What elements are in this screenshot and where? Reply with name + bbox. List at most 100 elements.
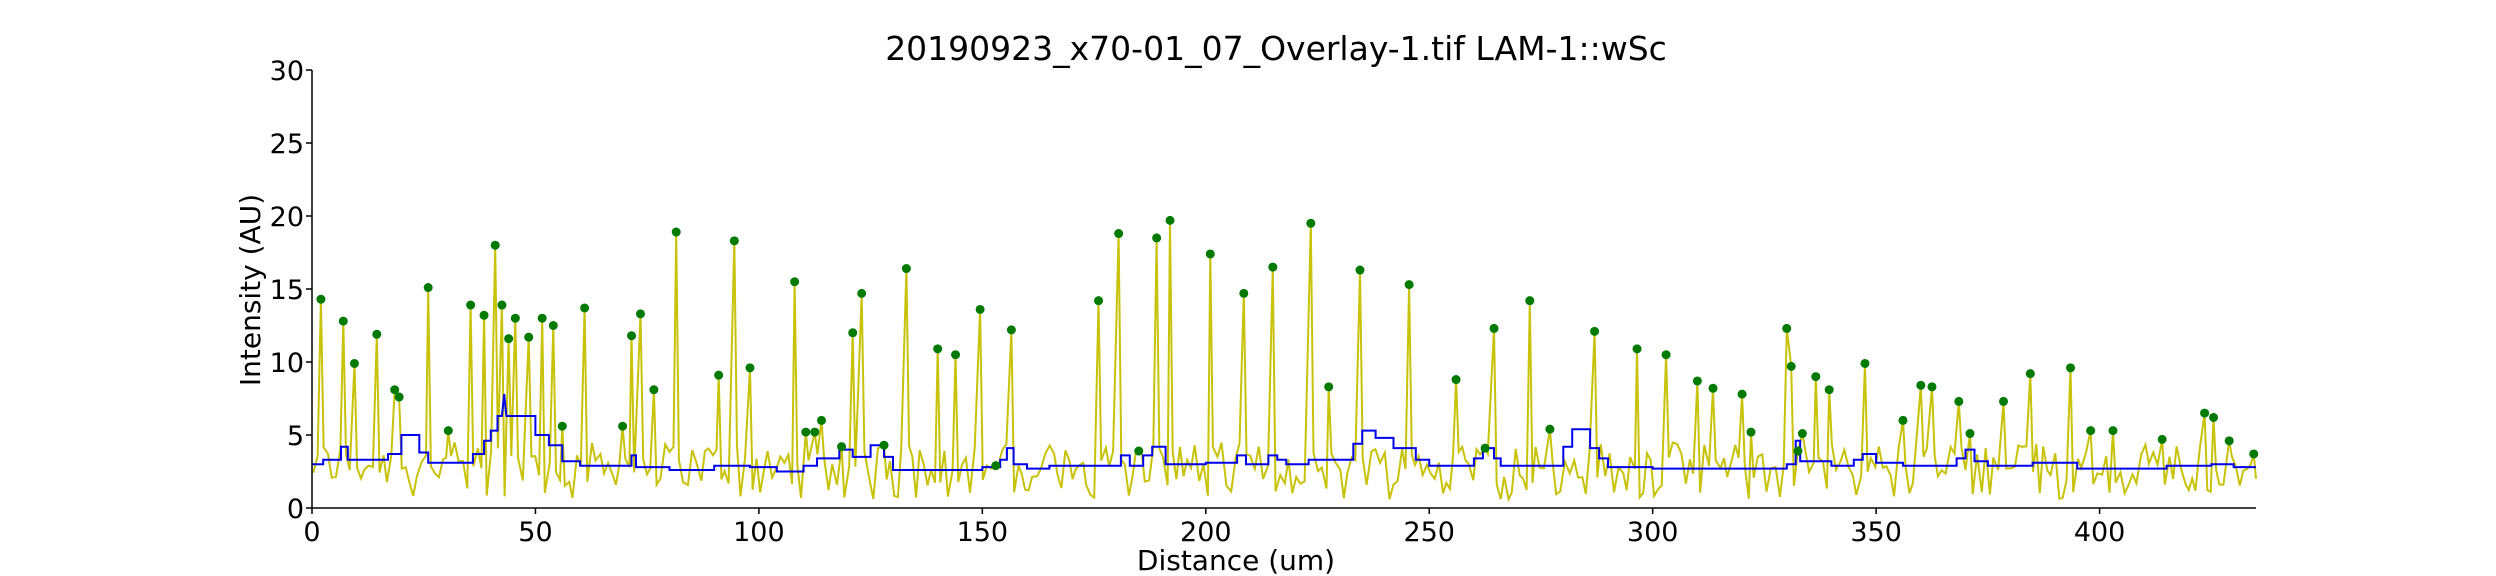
signal-line	[312, 220, 2257, 503]
peak-marker	[390, 385, 400, 395]
peak-marker	[1927, 382, 1937, 392]
peak-marker	[1824, 385, 1834, 395]
y-tick-label: 20	[270, 202, 304, 233]
peak-marker	[1489, 323, 1499, 333]
peak-marker	[1797, 429, 1807, 439]
peak-marker	[1545, 424, 1555, 434]
y-tick-label: 25	[270, 129, 304, 160]
peak-marker	[879, 440, 889, 450]
peak-marker	[933, 344, 943, 354]
x-tick-label: 100	[733, 517, 785, 548]
peak-marker	[810, 427, 820, 437]
peak-marker	[857, 288, 867, 298]
peak-marker	[1898, 415, 1908, 425]
peak-marker	[745, 363, 755, 373]
peak-marker	[2086, 426, 2096, 436]
peak-marker	[1306, 218, 1316, 228]
peak-marker	[714, 370, 724, 380]
peak-marker	[580, 303, 590, 313]
peak-marker	[2209, 412, 2219, 422]
peak-marker	[349, 358, 359, 368]
baseline-line	[312, 393, 2256, 473]
peak-marker	[2157, 434, 2167, 444]
peak-marker	[1094, 296, 1104, 306]
peak-marker	[1746, 427, 1756, 437]
peak-marker	[649, 385, 659, 395]
peak-marker	[537, 313, 547, 323]
peak-marker	[790, 277, 800, 287]
peak-marker	[635, 309, 645, 319]
peak-marker	[1152, 233, 1162, 243]
peak-marker	[1525, 296, 1535, 306]
peak-marker	[1165, 215, 1175, 225]
y-tick-label: 5	[287, 421, 304, 452]
peak-marker	[1451, 375, 1461, 385]
peak-marker	[548, 321, 558, 330]
peak-marker	[423, 283, 433, 293]
peak-marker	[1134, 446, 1144, 456]
y-tick-label: 15	[270, 275, 304, 306]
peak-marker	[671, 227, 681, 237]
peak-marker	[816, 415, 826, 425]
peak-marker	[372, 329, 382, 339]
peak-marker	[1355, 265, 1365, 275]
peak-marker	[1632, 344, 1642, 354]
peak-marker	[1708, 383, 1718, 393]
peak-marker	[1954, 396, 1964, 406]
x-tick-label: 350	[1850, 517, 1902, 548]
peak-marker	[504, 334, 514, 344]
peak-marker	[2200, 408, 2210, 418]
y-tick-label: 0	[287, 494, 304, 525]
peak-marker	[848, 328, 858, 338]
peak-marker	[1590, 326, 1600, 336]
peak-marker	[1205, 249, 1215, 259]
peak-marker	[510, 313, 520, 323]
peak-marker	[557, 421, 567, 431]
peak-marker	[618, 421, 628, 431]
peak-marker	[490, 240, 500, 250]
peak-marker	[524, 332, 534, 342]
x-tick-label: 200	[1180, 517, 1232, 548]
peak-marker	[1114, 229, 1124, 239]
x-tick-label: 400	[2074, 517, 2126, 548]
peak-marker	[1239, 288, 1249, 298]
x-tick-label: 50	[518, 517, 552, 548]
peak-marker	[2224, 436, 2234, 446]
peak-marker	[443, 426, 453, 436]
plot-area	[312, 215, 2259, 503]
peak-marker	[466, 300, 476, 310]
peak-marker	[1661, 350, 1671, 360]
peak-marker	[1999, 396, 2009, 406]
y-axis-label: Intensity (AU)	[234, 194, 267, 386]
peak-marker	[338, 316, 348, 326]
peak-marker	[1324, 382, 1334, 392]
peak-marker	[1268, 262, 1278, 272]
x-tick-label: 150	[957, 517, 1009, 548]
peak-marker	[1404, 280, 1414, 290]
peak-marker	[316, 294, 326, 304]
y-tick-label: 10	[270, 348, 304, 379]
x-tick-label: 250	[1403, 517, 1455, 548]
peak-marker	[1965, 429, 1975, 439]
peak-marker	[2108, 426, 2118, 436]
peak-marker	[991, 461, 1001, 471]
peak-marker	[2249, 449, 2259, 459]
peak-marker	[1811, 372, 1821, 382]
y-tick-label: 30	[270, 56, 304, 87]
peak-marker	[1793, 446, 1803, 456]
peak-marker	[394, 392, 404, 402]
peak-marker	[729, 236, 739, 246]
peak-marker	[975, 304, 985, 314]
axes: 0 50 100 150 200 250 300 350 400 0 5 10 15 20 25 30	[270, 56, 2256, 548]
peak-marker	[801, 427, 811, 437]
peak-marker	[1916, 380, 1926, 390]
peak-marker	[1006, 325, 1016, 335]
x-tick-label: 0	[303, 517, 320, 548]
peak-marker	[901, 264, 911, 274]
peak-marker	[1782, 323, 1792, 333]
peak-marker	[951, 350, 961, 360]
peak-marker	[1480, 443, 1490, 453]
peak-marker	[479, 310, 489, 320]
x-axis-label: Distance (um)	[1137, 544, 1335, 576]
